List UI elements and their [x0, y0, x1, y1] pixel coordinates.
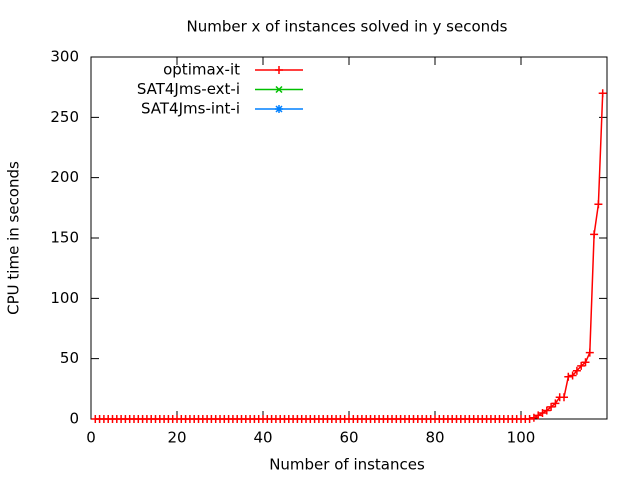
- data-point: [585, 348, 594, 357]
- legend-label: optimax-it: [163, 61, 240, 79]
- legend-marker: [275, 66, 283, 74]
- y-tick-label: 300: [50, 48, 79, 66]
- legend-label: SAT4Jms-int-i: [141, 100, 240, 118]
- data-point: [568, 371, 577, 380]
- y-axis-label: CPU time in seconds: [5, 161, 23, 315]
- data-point: [590, 230, 599, 239]
- data-point: [538, 408, 547, 417]
- x-tick-label: 0: [86, 429, 96, 447]
- data-point: [577, 361, 586, 370]
- data-point: [551, 399, 560, 408]
- data-point: [560, 393, 568, 402]
- data-point: [542, 406, 551, 415]
- x-tick-label: 80: [425, 429, 444, 447]
- data-point: [534, 411, 543, 420]
- x-tick-label: 40: [253, 429, 272, 447]
- data-point: [547, 402, 556, 411]
- data-point: [529, 413, 538, 422]
- data-point: [572, 366, 581, 375]
- y-tick-label: 0: [69, 410, 79, 428]
- data-point: [525, 415, 534, 423]
- x-tick-label: 20: [167, 429, 186, 447]
- data-point: [598, 89, 607, 98]
- legend-marker: [275, 85, 283, 94]
- y-tick-label: 50: [60, 349, 79, 367]
- y-tick-label: 200: [50, 168, 79, 186]
- data-point: [564, 372, 573, 381]
- y-tick-label: 100: [50, 289, 79, 307]
- y-tick-label: 150: [50, 229, 79, 247]
- x-tick-label: 60: [339, 429, 358, 447]
- x-axis-label: Number of instances: [269, 456, 425, 474]
- y-tick-label: 250: [50, 108, 79, 126]
- data-point: [581, 358, 590, 367]
- chart-title: Number x of instances solved in y second…: [187, 18, 508, 36]
- legend-marker: [275, 105, 283, 113]
- data-point: [594, 200, 603, 209]
- legend-label: SAT4Jms-ext-i: [137, 80, 240, 98]
- x-tick-label: 100: [507, 429, 536, 447]
